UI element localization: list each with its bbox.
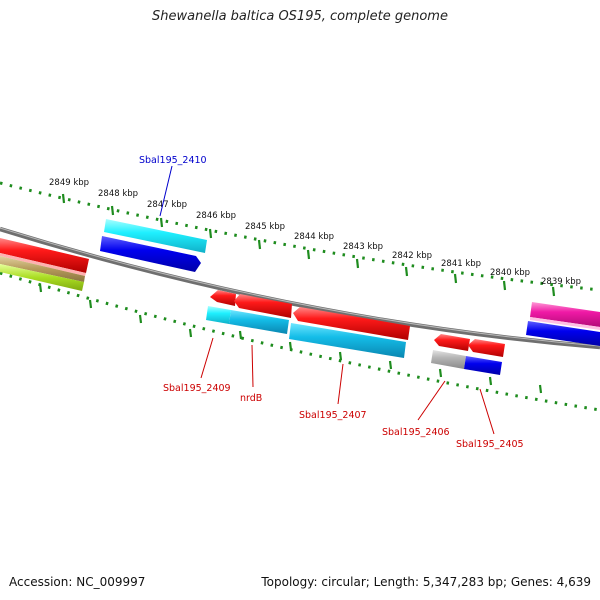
gene-magenta-right[interactable] — [530, 302, 600, 327]
leader-sbal195-2405 — [479, 388, 495, 435]
tick-label: 2843 kbp — [343, 242, 383, 252]
gene-sbal195-2406-gray[interactable] — [431, 350, 466, 369]
tick-label: 2841 kbp — [441, 259, 481, 269]
gene-sbal195-2407-red[interactable] — [293, 307, 410, 340]
gene-label-sbal195-2406: Sbal195_2406 — [382, 427, 450, 438]
leader-sbal195-2409 — [200, 337, 214, 379]
leader-sbal195-2406 — [417, 380, 446, 421]
gene-red-left[interactable] — [0, 238, 89, 273]
genome-backbone — [0, 226, 600, 350]
gene-sbal195-2406-red[interactable] — [434, 334, 470, 351]
gene-sbal195-2407-cyan[interactable] — [289, 323, 406, 358]
tick-label: 2845 kbp — [245, 222, 285, 232]
outer-major-ticks — [61, 193, 556, 297]
tick-label: 2839 kbp — [541, 277, 581, 287]
gene-nrdb-cyan[interactable] — [229, 310, 289, 334]
map-title: Shewanella baltica OS195, complete genom… — [152, 9, 448, 24]
tick-label: 2848 kbp — [98, 189, 138, 199]
tick-label: 2840 kbp — [490, 268, 530, 278]
gene-sbal195-2405-red[interactable] — [468, 339, 505, 357]
leader-nrdb — [251, 344, 254, 388]
tick-label: 2849 kbp — [49, 178, 89, 188]
gene-magenta-right-shadow — [530, 317, 600, 330]
leader-sbal195-2407 — [337, 363, 344, 405]
genome-backbone-highlight — [0, 227, 600, 347]
tick-label: 2842 kbp — [392, 251, 432, 261]
tick-label: 2847 kbp — [147, 200, 187, 210]
gene-sbal195-2409-red[interactable] — [210, 290, 236, 306]
inner-ruler — [0, 271, 600, 412]
gene-label-nrdb: nrdB — [240, 393, 262, 404]
gene-sbal195-2405-blue[interactable] — [464, 356, 502, 375]
tick-label: 2844 kbp — [294, 232, 334, 242]
gene-sbal195-2410-cyan[interactable] — [104, 219, 207, 253]
gene-red-left-shadow — [0, 253, 86, 276]
gene-yellowgreen-left[interactable] — [0, 264, 84, 291]
inner-ticks — [38, 283, 543, 394]
gene-blue-right[interactable] — [526, 321, 600, 346]
gene-olive-left[interactable] — [0, 256, 85, 282]
gene-sbal195-2409-cyan[interactable] — [206, 306, 231, 324]
gene-label-sbal195-2409: Sbal195_2409 — [163, 383, 231, 394]
leader-sbal195-2410 — [159, 165, 173, 217]
gene-label-sbal195-2405: Sbal195_2405 — [456, 439, 524, 450]
gene-label-sbal195-2410: Sbal195_2410 — [139, 155, 207, 166]
topology-label: Topology: circular; Length: 5,347,283 bp… — [261, 575, 591, 589]
gene-label-sbal195-2407: Sbal195_2407 — [299, 410, 367, 421]
gene-nrdb-red[interactable] — [234, 294, 292, 318]
gene-sbal195-2410-blue[interactable] — [100, 236, 201, 272]
tick-label: 2846 kbp — [196, 211, 236, 221]
accession-label: Accession: NC_009997 — [9, 575, 146, 589]
